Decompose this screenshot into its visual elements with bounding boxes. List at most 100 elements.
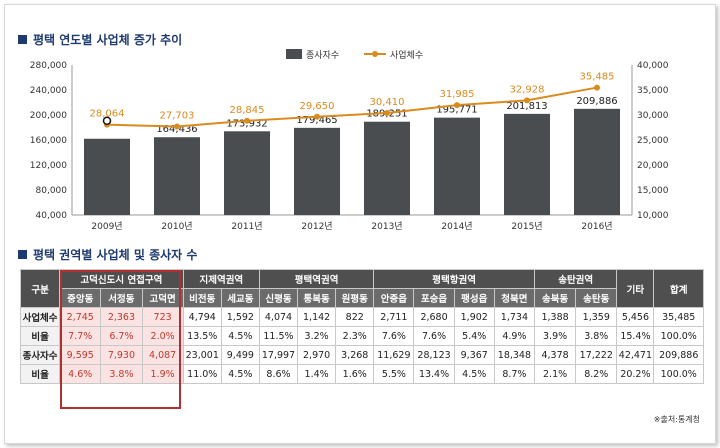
- district-header: 서정동: [100, 288, 143, 308]
- region-group-header: 평택항권역: [373, 269, 535, 289]
- table-cell: 4,378: [533, 345, 577, 365]
- table-cell: 2.3%: [335, 326, 375, 346]
- legend-line-marker: [372, 51, 378, 57]
- line-data-label: 30,410: [370, 97, 405, 108]
- table-cell: 1,359: [575, 307, 618, 327]
- table-cell: 100.0%: [653, 326, 704, 346]
- table-cell: 9,499: [220, 345, 260, 365]
- table-cell: 1,388: [533, 307, 577, 327]
- table-cell: 4.9%: [493, 326, 536, 346]
- x-tick-label: 2014년: [441, 221, 472, 232]
- district-header: 포승읍: [413, 288, 455, 308]
- table-cell: 7.6%: [413, 326, 455, 346]
- line-point: [244, 117, 250, 124]
- table-cell: 3.9%: [533, 326, 577, 346]
- district-header: 송북동: [533, 288, 577, 308]
- section-bullet-icon: [18, 250, 27, 259]
- table-cell: 7.6%: [373, 326, 415, 346]
- district-header: 세교동: [220, 288, 260, 308]
- district-header: 안중읍: [373, 288, 415, 308]
- bar: [224, 131, 270, 215]
- district-header: 비전동: [182, 288, 222, 308]
- table-cell: 1.4%: [297, 364, 337, 384]
- table-cell: 723: [141, 307, 184, 327]
- district-header: 통복동: [297, 288, 337, 308]
- table-cell: 11.5%: [258, 326, 299, 346]
- table-cell: 13.5%: [182, 326, 222, 346]
- district-header: 송탄동: [575, 288, 618, 308]
- table-cell: 7,930: [100, 345, 143, 365]
- combo-chart: 40,000 80,000 120,000 160,000 200,000 240,000…: [30, 49, 669, 232]
- table-cell: 209,886: [653, 345, 704, 365]
- table-cell: 35,485: [653, 307, 704, 327]
- table-cell: 3.8%: [100, 364, 143, 384]
- y2-tick-label: 10,000: [637, 211, 669, 221]
- region-group-header: 고덕신도시 연접구역: [59, 269, 184, 289]
- table-cell: 1,902: [453, 307, 495, 327]
- table-cell: 15.4%: [616, 326, 655, 346]
- line-point: [524, 97, 530, 104]
- legend-bar-swatch: [286, 49, 302, 59]
- table-cell: 18,348: [493, 345, 536, 365]
- table-cell: 822: [335, 307, 375, 327]
- district-header: 중앙동: [59, 288, 102, 308]
- table-cell: 5.5%: [373, 364, 415, 384]
- district-header: 청북면: [493, 288, 536, 308]
- chart-section-title: 평택 연도별 사업체 증가 추이: [18, 31, 182, 48]
- bar-data-label: 209,886: [576, 96, 617, 107]
- region-group-header: 지제역권역: [182, 269, 260, 289]
- table-cell: 3.2%: [297, 326, 337, 346]
- table-section-title: 평택 권역별 사업체 및 종사자 수: [18, 246, 197, 263]
- table-cell: 8.2%: [575, 364, 618, 384]
- line-point: [174, 123, 180, 130]
- bar-data-label: 179,465: [296, 115, 337, 126]
- y-tick-label: 80,000: [36, 186, 68, 196]
- y-tick-label: 40,000: [36, 211, 68, 221]
- table-cell: 4,087: [141, 345, 184, 365]
- y-tick-label: 120,000: [30, 161, 67, 171]
- y2-tick-label: 15,000: [637, 186, 669, 196]
- region-table: 구분 고덕신도시 연접구역 지제역권역 평택역권역 평택항권역 송탄권역 기타 합계 중앙동 서…: [19, 269, 704, 384]
- table-cell: 8.6%: [258, 364, 299, 384]
- y2-tick-label: 35,000: [637, 86, 669, 96]
- table-cell: 11,629: [373, 345, 415, 365]
- x-tick-label: 2016년: [581, 221, 612, 232]
- table-title: 평택 권역별 사업체 및 종사자 수: [33, 248, 198, 262]
- table-row: 비율 7.7% 6.7% 2.0% 13.5% 4.5% 11.5% 3.2% 2.3% 7.6%…: [19, 326, 704, 346]
- district-header: 팽성읍: [453, 288, 495, 308]
- chart-title: 평택 연도별 사업체 증가 추이: [33, 33, 183, 47]
- line-data-label: 29,650: [300, 101, 335, 112]
- legend-label: 사업체수: [390, 50, 423, 61]
- row-label: 비율: [19, 326, 61, 346]
- table-cell: 17,222: [575, 345, 618, 365]
- table-corner-header: 구분: [19, 269, 61, 308]
- line-point: [454, 102, 460, 109]
- y2-tick-label: 30,000: [637, 111, 669, 121]
- line-data-label: 28,064: [90, 109, 125, 120]
- table-cell: 3.8%: [575, 326, 618, 346]
- region-group-header: 평택역권역: [258, 269, 375, 289]
- line-data-label: 31,985: [440, 89, 475, 100]
- bar: [434, 117, 480, 215]
- bar: [154, 137, 200, 215]
- line-data-label: 28,845: [230, 105, 265, 116]
- y-tick-label: 160,000: [30, 136, 67, 146]
- table-cell: 4.6%: [59, 364, 102, 384]
- x-tick-label: 2015년: [511, 221, 542, 232]
- table-cell: 4,794: [182, 307, 222, 327]
- marker-icon: [102, 116, 112, 125]
- table-cell: 1,734: [493, 307, 536, 327]
- line-point: [594, 84, 600, 91]
- y2-tick-label: 40,000: [637, 61, 669, 71]
- table-cell: 2,680: [413, 307, 455, 327]
- bar: [364, 121, 410, 215]
- line-point: [384, 109, 390, 116]
- row-label: 비율: [19, 364, 61, 384]
- x-tick-label: 2013년: [371, 221, 402, 232]
- total-header: 합계: [653, 269, 704, 308]
- table-cell: 4.5%: [453, 364, 495, 384]
- district-header: 신평동: [258, 288, 299, 308]
- x-tick-label: 2012년: [301, 221, 332, 232]
- table-cell: 2.0%: [141, 326, 184, 346]
- table-cell: 9,595: [59, 345, 102, 365]
